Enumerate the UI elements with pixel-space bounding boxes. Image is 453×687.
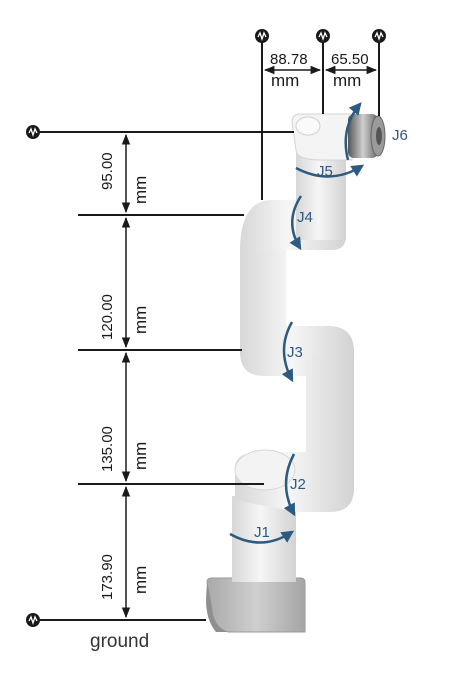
vertical-dimension-labels: 95.00 mm 120.00 mm 135.00 mm 173.90 mm bbox=[99, 152, 150, 600]
robot-arm bbox=[206, 113, 386, 633]
ground-symbol-icon bbox=[316, 29, 330, 43]
arm-link-j4-upper bbox=[296, 150, 346, 240]
dim-unit-65: mm bbox=[333, 71, 361, 90]
dim-value-173: 173.90 bbox=[99, 554, 116, 600]
rotation-arrow-j6 bbox=[344, 102, 362, 161]
rotation-arrow-j1 bbox=[229, 530, 295, 544]
arm-base-side bbox=[206, 582, 228, 632]
dim-unit-120: mm bbox=[131, 306, 150, 334]
horizontal-dimension-labels: 88.78 mm 65.50 mm bbox=[270, 51, 369, 90]
dim-value-65: 65.50 bbox=[331, 51, 369, 68]
arm-link-j3-j4 bbox=[240, 248, 354, 376]
joint-labels: J1 J2 J3 J4 J5 J6 bbox=[254, 127, 408, 541]
arm-base bbox=[206, 577, 306, 633]
ground-symbol-icon bbox=[255, 29, 269, 43]
ground-label: ground bbox=[90, 631, 149, 652]
dim-value-95: 95.00 bbox=[99, 152, 116, 190]
dim-unit-173: mm bbox=[131, 566, 150, 594]
dim-unit-88: mm bbox=[271, 71, 299, 90]
dim-unit-135: mm bbox=[131, 442, 150, 470]
joint-label-j3: J3 bbox=[287, 344, 303, 361]
ground-symbol-icon bbox=[26, 125, 40, 139]
rotation-arrow-j4 bbox=[289, 195, 303, 251]
joint-label-j5: J5 bbox=[317, 163, 333, 180]
joint-label-j6: J6 bbox=[392, 127, 408, 144]
joint-arrows bbox=[229, 102, 365, 544]
rotation-arrow-j3 bbox=[281, 321, 294, 383]
ground-symbols bbox=[26, 29, 386, 627]
joint-label-j2: J2 bbox=[290, 476, 306, 493]
dim-value-120: 120.00 bbox=[99, 294, 116, 340]
vertical-reference-lines bbox=[261, 40, 380, 200]
joint-label-j4: J4 bbox=[297, 209, 313, 226]
joint-j2-cap bbox=[234, 449, 296, 491]
rotation-arrow-j5 bbox=[295, 164, 365, 178]
joint-label-j1: J1 bbox=[254, 524, 270, 541]
ground-symbol-icon bbox=[372, 29, 386, 43]
joint-j5-cap bbox=[295, 116, 321, 136]
dim-value-88: 88.78 bbox=[270, 51, 308, 68]
dim-value-135: 135.00 bbox=[99, 426, 116, 472]
arm-flange-j6 bbox=[348, 114, 378, 158]
ground-symbol-icon bbox=[26, 613, 40, 627]
rotation-arrow-j2 bbox=[283, 453, 296, 517]
reference-lines bbox=[35, 131, 294, 621]
flange-hole bbox=[376, 127, 382, 145]
dim-unit-95: mm bbox=[131, 176, 150, 204]
